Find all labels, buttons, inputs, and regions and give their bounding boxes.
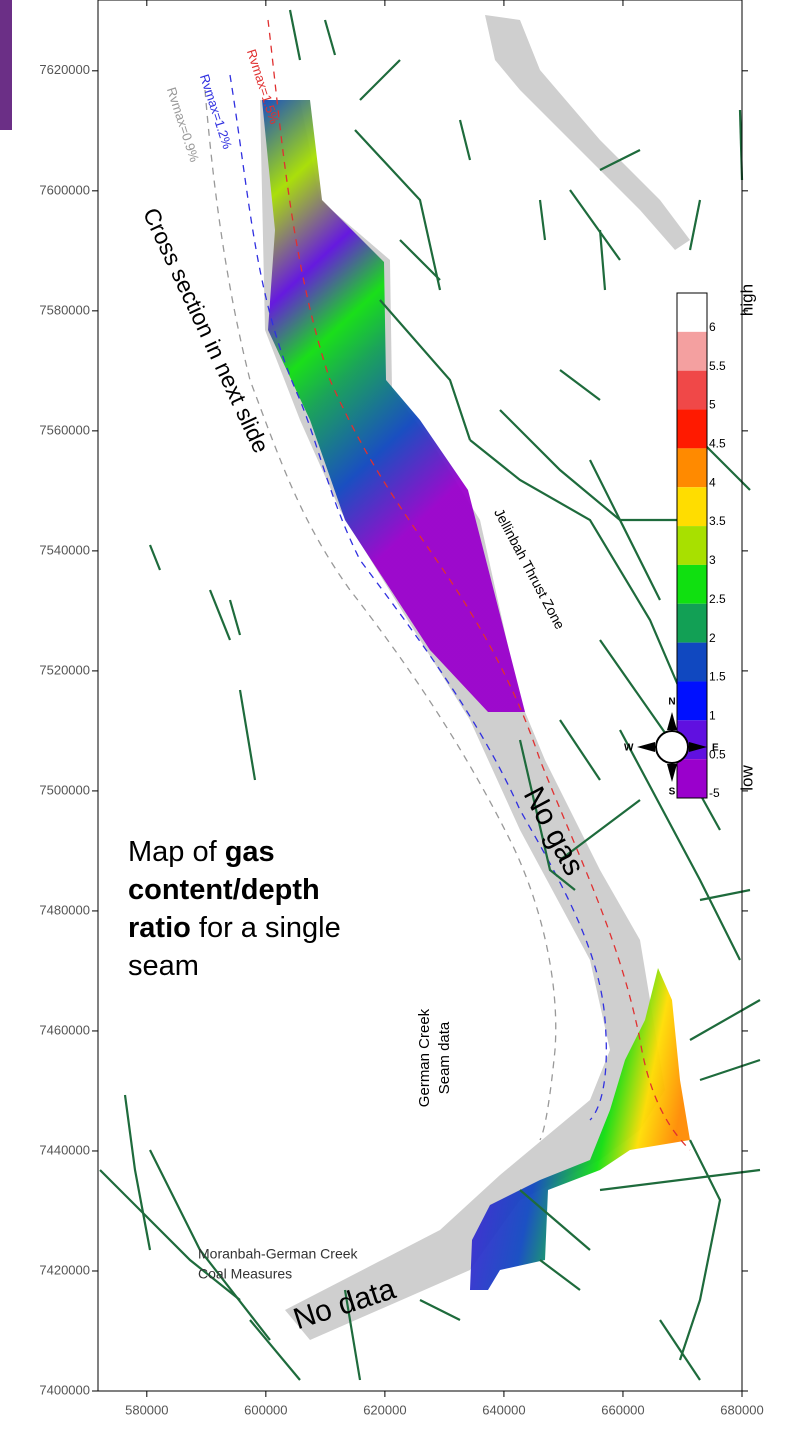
- rv-gray-label: Rvmax=0.9%: [164, 85, 202, 164]
- colorbar-label: 3.5: [709, 514, 726, 528]
- rv-blue-label: Rvmax=1.2%: [197, 72, 235, 151]
- compass-e: E: [712, 743, 719, 754]
- y-tick-label: 7400000: [39, 1382, 90, 1397]
- colorbar-band: [677, 448, 707, 487]
- compass-s: S: [669, 787, 676, 798]
- x-tick-label: 660000: [601, 1402, 644, 1417]
- colorbar-label: -5: [709, 786, 720, 800]
- rv-0.9-contour: [205, 90, 556, 1140]
- colorbar-band: [677, 332, 707, 371]
- colorbar-band: [677, 410, 707, 449]
- colorbar-label: 5: [709, 398, 716, 412]
- y-tick-label: 7420000: [39, 1262, 90, 1277]
- caption-line: seam: [128, 950, 199, 982]
- cross-section-label: Cross section in next slide: [138, 204, 274, 457]
- colorbar-band: [677, 526, 707, 565]
- x-tick-label: 640000: [482, 1402, 525, 1417]
- y-tick-label: 7560000: [39, 422, 90, 437]
- seam-label: Seam data: [436, 1021, 453, 1094]
- caption-line: content/depth: [128, 874, 320, 906]
- caption-text: gas: [225, 836, 275, 868]
- colorbar-band: [677, 759, 707, 798]
- caption-text: content/depth: [128, 874, 320, 906]
- measures-label: Moranbah-German Creek: [198, 1246, 359, 1262]
- y-tick-label: 7600000: [39, 182, 90, 197]
- colorbar-label: 1.5: [709, 670, 726, 684]
- map-figure: 7400000 7420000 7440000 7460000 7480000 75000…: [0, 0, 795, 1440]
- compass-n: N: [668, 697, 675, 708]
- y-tick-label: 7500000: [39, 782, 90, 797]
- y-tick-label: 7620000: [39, 62, 90, 77]
- colorbar-band: [677, 487, 707, 526]
- caption: Map of gas content/depth ratio for a singl…: [128, 836, 341, 982]
- y-tick-label: 7460000: [39, 1022, 90, 1037]
- colorbar-label: 2.5: [709, 592, 726, 606]
- caption-line: Map of gas: [128, 836, 275, 868]
- colorbar-band: [677, 681, 707, 720]
- thrust-zone-label: Jellinbah Thrust Zone: [491, 506, 568, 632]
- y-tick-label: 7580000: [39, 302, 90, 317]
- colorbar-band: [677, 293, 707, 332]
- y-tick-label: 7520000: [39, 662, 90, 677]
- caption-line: ratio for a single: [128, 912, 341, 944]
- seam-label: German Creek: [416, 1008, 433, 1107]
- caption-text: seam: [128, 950, 199, 982]
- colorbar-band: [677, 371, 707, 410]
- colorbar-label: 6: [709, 320, 716, 334]
- colorbar-label: 2: [709, 631, 716, 645]
- colorbar-label: 5.5: [709, 359, 726, 373]
- caption-text: for a single: [191, 912, 341, 944]
- y-tick-label: 7480000: [39, 902, 90, 917]
- colorbar-label: 4: [709, 475, 716, 489]
- measures-label: Coal Measures: [198, 1266, 292, 1282]
- map-content: [100, 10, 760, 1380]
- colorbar-label: 4.5: [709, 437, 726, 451]
- colorbar-band: [677, 565, 707, 604]
- x-tick-label: 580000: [125, 1402, 168, 1417]
- colorbar-bottom-label: low: [737, 765, 756, 791]
- slide-accent: [0, 0, 12, 130]
- colorbar-label: 1: [709, 708, 716, 722]
- x-tick-label: 600000: [244, 1402, 287, 1417]
- colorbar: high low 65.554.543.532.521.510.5-5: [677, 284, 756, 800]
- colorbar-band: [677, 643, 707, 682]
- compass-w: W: [624, 743, 634, 754]
- colorbar-label: 3: [709, 553, 716, 567]
- caption-text: Map of: [128, 836, 225, 868]
- y-tick-label: 7540000: [39, 542, 90, 557]
- x-tick-label: 680000: [720, 1402, 763, 1417]
- caption-text: ratio: [128, 912, 191, 944]
- y-tick-label: 7440000: [39, 1142, 90, 1157]
- colorbar-top-label: high: [737, 284, 756, 316]
- x-tick-label: 620000: [363, 1402, 406, 1417]
- colorbar-band: [677, 604, 707, 643]
